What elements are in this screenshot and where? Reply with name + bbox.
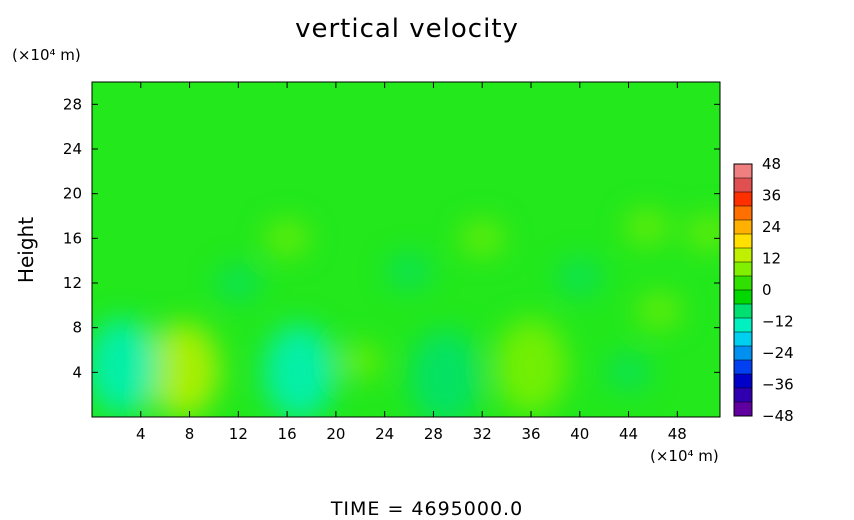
x-tick-label: 4 xyxy=(136,425,146,443)
colorbar-label: −12 xyxy=(762,313,794,331)
field-feature xyxy=(606,354,651,391)
field-feature xyxy=(147,322,220,417)
plot-frame xyxy=(91,81,721,418)
x-tick-label: 48 xyxy=(668,425,687,443)
field-feature xyxy=(637,292,682,329)
x-tick-label: 20 xyxy=(326,425,345,443)
colorbar-label: 0 xyxy=(762,281,772,299)
field-feature xyxy=(265,220,310,257)
y-tick-label: 4 xyxy=(72,363,82,381)
colorbar-swatch xyxy=(734,178,752,193)
x-tick-label: 36 xyxy=(521,425,540,443)
field-feature xyxy=(387,253,432,290)
colorbar-swatch xyxy=(734,192,752,207)
field-feature xyxy=(409,329,482,417)
y-ticks: 4 8 12 16 20 24 28 xyxy=(63,95,720,381)
colorbar-swatch xyxy=(734,304,752,319)
colorbar: 48 36 24 12 0 −12 −24 −36 −48 xyxy=(733,155,794,425)
colorbar-swatch xyxy=(734,234,752,249)
colorbar-label: 12 xyxy=(762,250,781,268)
y-tick-label: 24 xyxy=(63,140,82,158)
x-tick-label: 16 xyxy=(278,425,297,443)
field-feature xyxy=(216,265,261,301)
y-unit-label: (×10⁴ m) xyxy=(12,46,81,64)
x-tick-label: 40 xyxy=(570,425,589,443)
field-feature xyxy=(557,259,602,296)
colorbar-swatch xyxy=(734,164,752,179)
x-unit-label: (×10⁴ m) xyxy=(650,447,719,465)
colorbar-swatch xyxy=(734,220,752,235)
colorbar-swatch xyxy=(734,346,752,361)
colorbar-label: 36 xyxy=(762,187,781,205)
field-feature xyxy=(338,343,383,380)
colorbar-swatch xyxy=(734,276,752,291)
y-tick-label: 12 xyxy=(63,274,82,292)
x-ticks: 4 8 12 16 20 24 28 32 36 40 44 48 xyxy=(136,82,687,443)
field-feature xyxy=(624,209,669,246)
colorbar-swatch xyxy=(734,318,752,333)
x-tick-label: 24 xyxy=(375,425,394,443)
x-tick-label: 32 xyxy=(473,425,492,443)
y-tick-label: 8 xyxy=(72,319,82,337)
x-tick-label: 8 xyxy=(185,425,195,443)
colorbar-swatch xyxy=(734,332,752,347)
field-feature xyxy=(460,220,505,257)
colorbar-label: −36 xyxy=(762,376,794,394)
colorbar-label: −48 xyxy=(762,407,794,425)
field-feature xyxy=(92,318,159,415)
time-footer: TIME = 4695000.0 xyxy=(330,498,524,520)
colorbar-frame xyxy=(733,163,753,417)
colorbar-label: 24 xyxy=(762,218,781,236)
y-tick-label: 28 xyxy=(63,95,82,113)
heatmap-field xyxy=(92,82,720,417)
chart-title: vertical velocity xyxy=(295,14,519,44)
colorbar-swatch xyxy=(734,374,752,389)
colorbar-label: 48 xyxy=(762,155,781,173)
y-tick-label: 16 xyxy=(63,229,82,247)
colorbar-swatch xyxy=(734,360,752,375)
x-tick-label: 28 xyxy=(424,425,443,443)
x-tick-label: 44 xyxy=(619,425,638,443)
colorbar-label: −24 xyxy=(762,344,794,362)
x-tick-label: 12 xyxy=(229,425,248,443)
colorbar-swatch xyxy=(734,290,752,305)
field-feature xyxy=(685,214,720,251)
colorbar-swatch xyxy=(734,262,752,277)
colorbar-swatch xyxy=(734,388,752,403)
field-feature xyxy=(263,324,336,417)
y-tick-label: 20 xyxy=(63,185,82,203)
colorbar-swatch xyxy=(734,248,752,263)
field-feature xyxy=(494,318,567,415)
colorbar-swatch xyxy=(734,402,752,417)
colorbar-swatch xyxy=(734,206,752,221)
